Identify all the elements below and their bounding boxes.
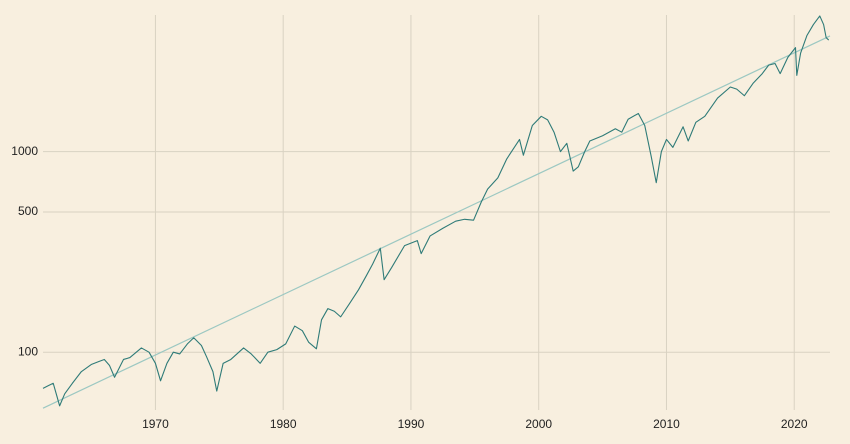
- y-tick-label: 500: [18, 204, 38, 218]
- price-line: [42, 15, 830, 407]
- x-tick-label: 2020: [781, 417, 808, 431]
- x-tick-label: 1990: [398, 417, 425, 431]
- y-tick-label: 1000: [11, 144, 38, 158]
- x-tick-label: 1970: [142, 417, 169, 431]
- x-tick-label: 1980: [270, 417, 297, 431]
- x-tick-label: 2000: [525, 417, 552, 431]
- x-tick-label: 2010: [653, 417, 680, 431]
- y-tick-label: 100: [18, 344, 38, 358]
- trend-line: [42, 35, 831, 409]
